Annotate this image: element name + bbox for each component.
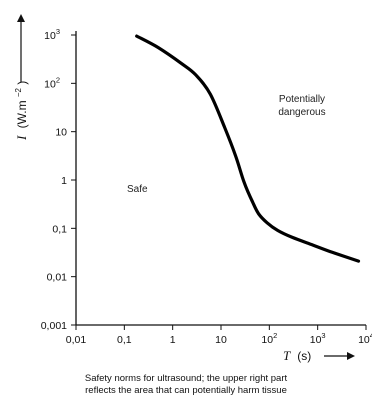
figure-caption: Safety norms for ultrasound; the upper r… <box>0 373 372 397</box>
chart-axes <box>75 31 366 326</box>
dangerous-region-label-line2: dangerous <box>278 107 325 118</box>
svg-text:T (s): T (s) <box>283 348 311 363</box>
x-axis-symbol: T <box>283 348 291 363</box>
y-axis-units-close: ) <box>15 81 29 85</box>
x-tick-label: 0,1 <box>117 334 132 346</box>
x-tick-label: 1 <box>170 334 176 346</box>
x-axis-arrow-icon <box>347 352 355 360</box>
svg-text:I (W.m −2 ): I (W.m −2 ) <box>9 81 29 141</box>
x-axis-units: (s) <box>297 349 311 363</box>
safe-region-label: Safe <box>127 184 148 195</box>
x-axis-ticks: 0,01 0,1 1 10 102 103 104 <box>66 325 372 346</box>
y-tick-label: 103 <box>44 27 60 42</box>
y-axis-ticks: 0,001 0,01 0,1 1 10 102 103 <box>41 27 76 332</box>
series-layer <box>135 34 361 263</box>
y-tick-label: 10 <box>55 127 67 139</box>
y-axis-unit-exponent: −2 <box>14 87 23 97</box>
y-axis-title: I (W.m −2 ) <box>9 14 29 141</box>
x-tick-label: 0,01 <box>66 334 87 346</box>
y-axis-symbol: I <box>14 135 29 141</box>
y-tick-label: 1 <box>61 175 67 187</box>
dangerous-region-label-line1: Potentially <box>279 94 325 105</box>
x-tick-label: 10 <box>215 334 227 346</box>
x-tick-label: 103 <box>310 331 326 346</box>
x-tick-label: 104 <box>358 331 372 346</box>
caption-line-1: Safety norms for ultrasound; the upper r… <box>84 373 288 384</box>
caption-line-2: reflects the area that can potentially h… <box>85 385 287 396</box>
y-tick-label: 0,01 <box>47 272 68 284</box>
y-tick-label: 0,1 <box>52 223 67 235</box>
y-axis-units: (W.m <box>15 100 29 128</box>
y-tick-label: 102 <box>44 75 60 90</box>
x-axis-title: T (s) <box>283 348 355 363</box>
safety-threshold-curve <box>135 34 361 263</box>
y-axis-arrow-icon <box>17 14 25 22</box>
y-tick-label: 0,001 <box>41 320 67 332</box>
x-tick-label: 102 <box>261 331 277 346</box>
